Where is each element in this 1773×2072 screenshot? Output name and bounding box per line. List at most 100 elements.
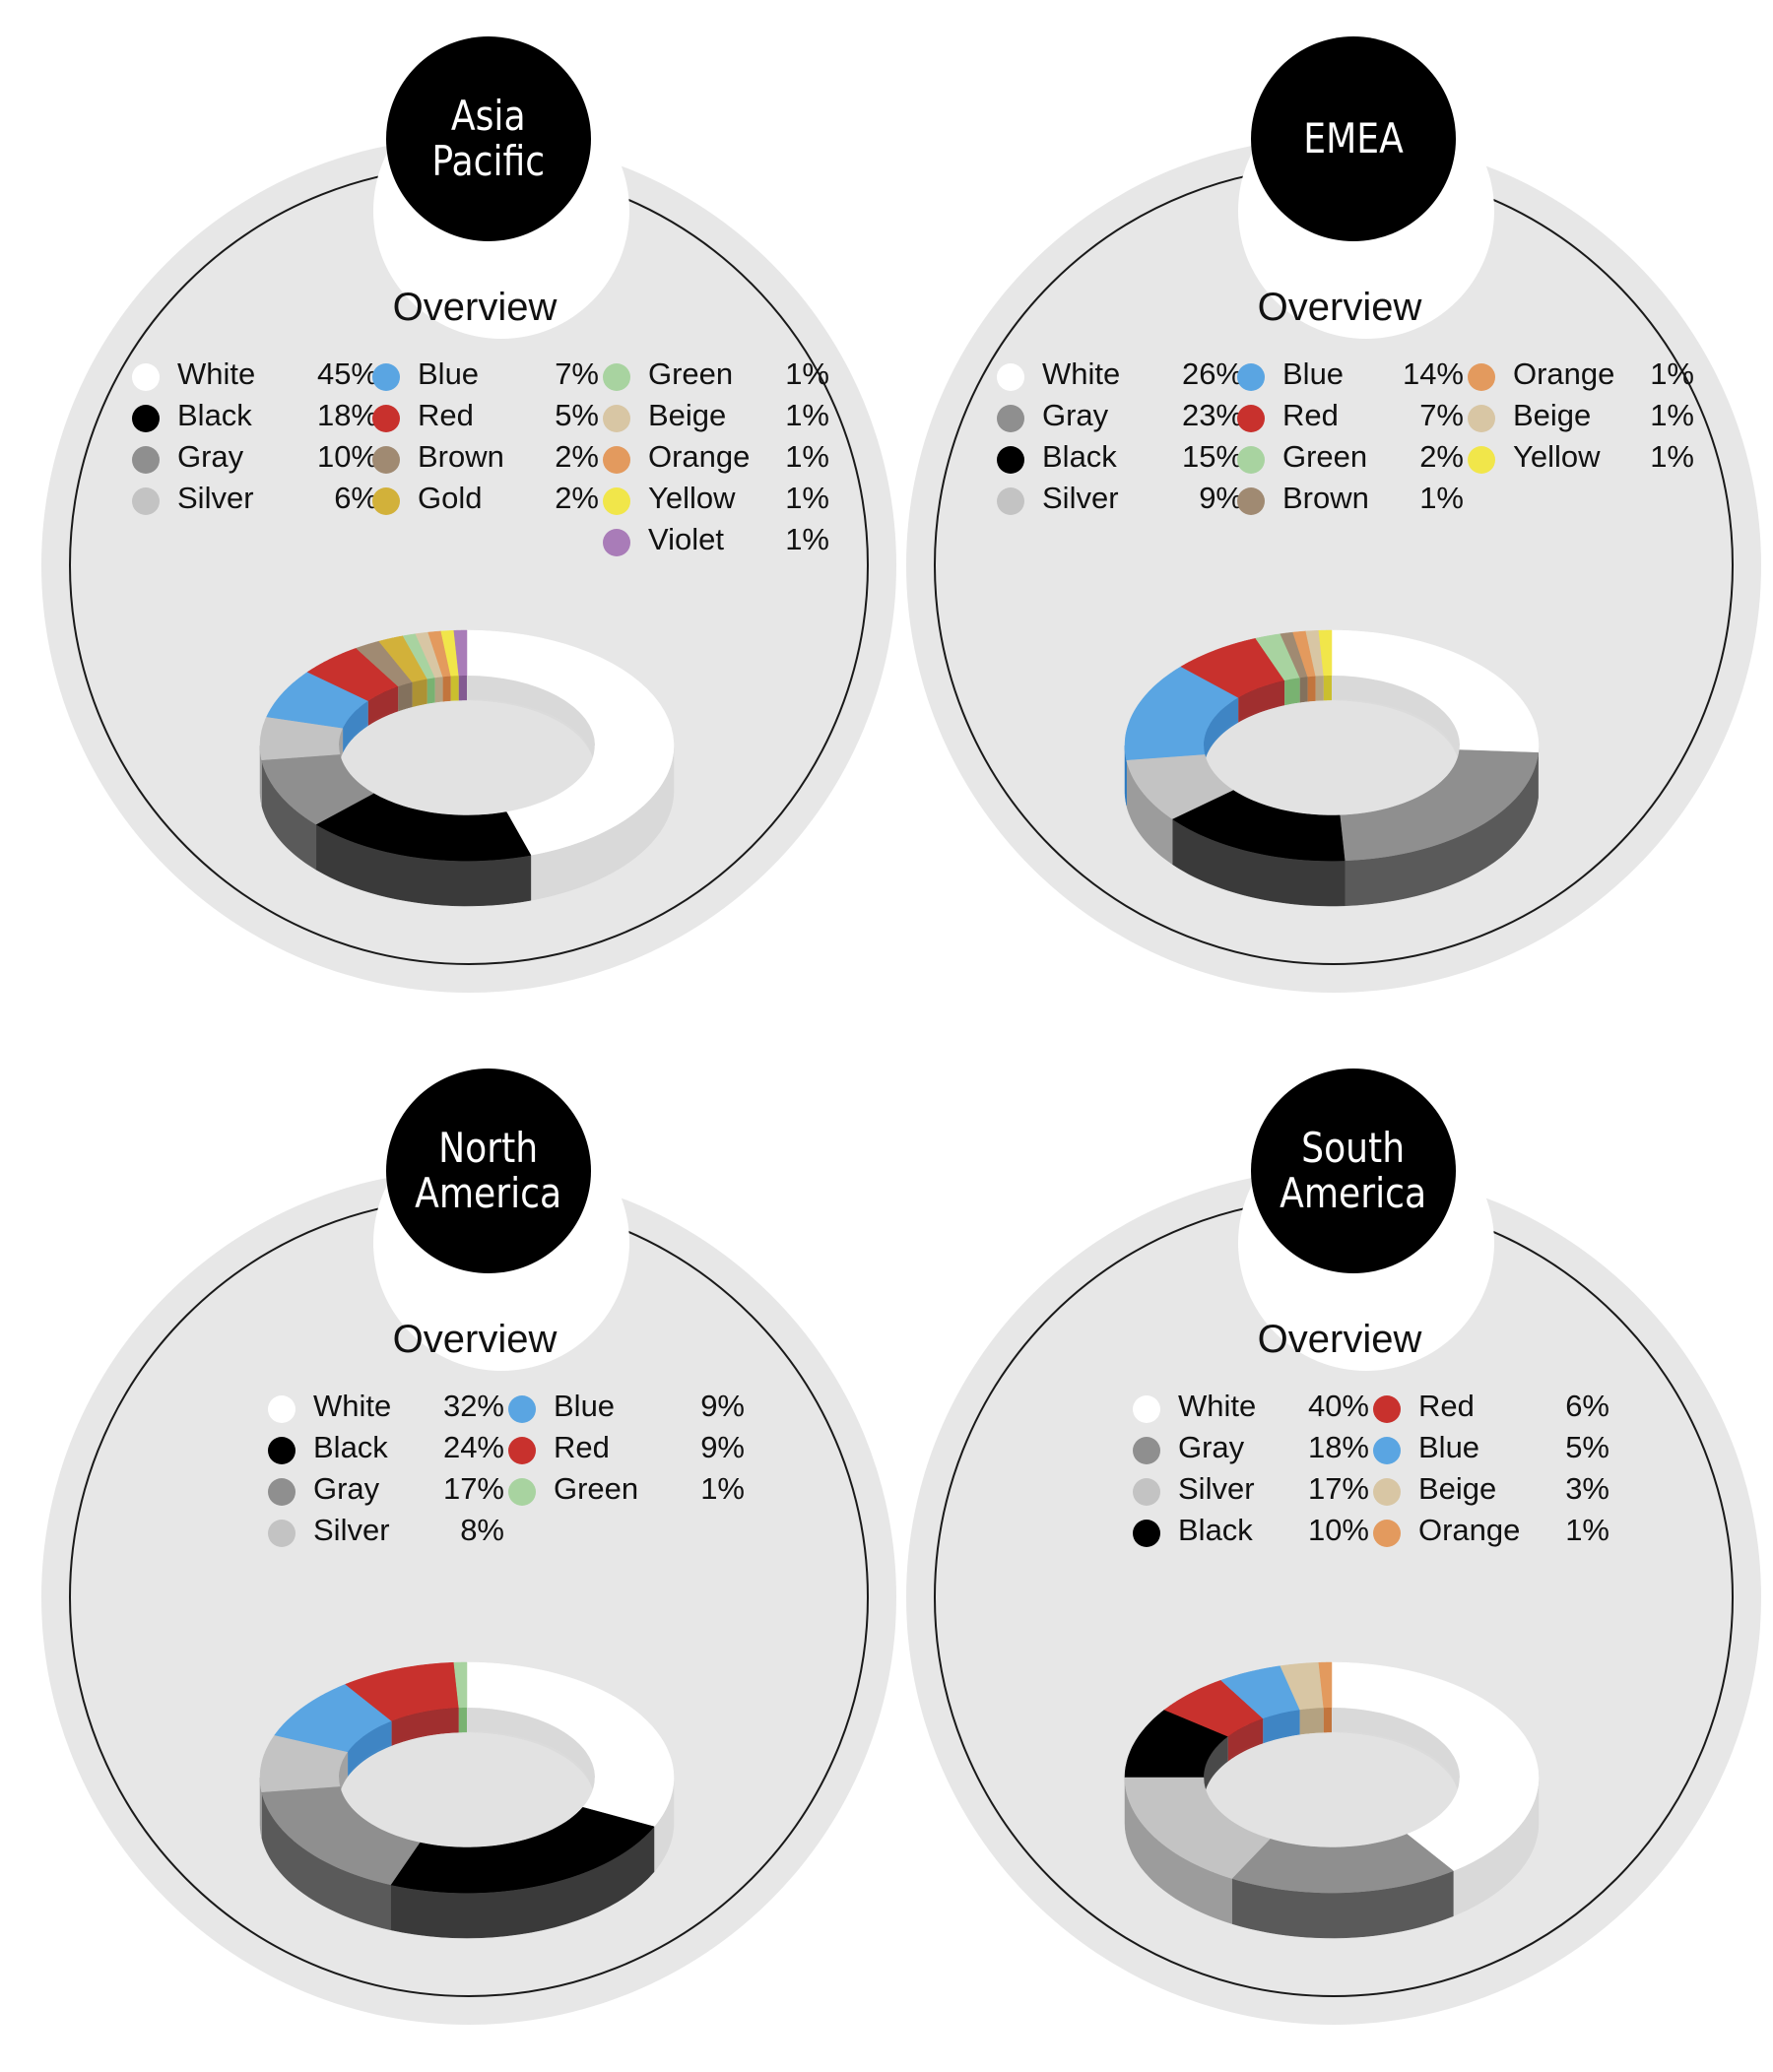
legend-label: Orange: [1418, 1513, 1521, 1547]
legend-label: Beige: [1418, 1471, 1497, 1506]
donut-inner-wall-red: [391, 1708, 459, 1746]
donut-inner-wall-violet: [458, 676, 467, 701]
region-badge: North America: [386, 1068, 591, 1273]
legend-value: 1%: [785, 481, 829, 515]
legend-swatch: [603, 405, 630, 432]
legend-label: Beige: [648, 398, 727, 432]
legend-swatch: [508, 1478, 536, 1506]
legend-label: Beige: [1513, 398, 1592, 432]
legend-value: 32%: [442, 1389, 504, 1423]
legend-swatch: [603, 529, 630, 556]
legend-swatch: [508, 1437, 536, 1464]
legend-label: White: [1042, 356, 1121, 391]
donut-inner-wall-white: [467, 1708, 595, 1803]
donut-inner-wall-yellow: [1323, 676, 1332, 701]
legend-swatch: [132, 446, 160, 474]
legend-label: Brown: [418, 439, 504, 474]
donut-inner-wall-blue: [348, 1720, 392, 1778]
legend-label: White: [313, 1389, 392, 1423]
donut-inner-wall-black: [1204, 1736, 1228, 1803]
legend-value: 18%: [316, 398, 378, 432]
donut-inner-wall-orange: [442, 676, 451, 702]
legend-label: Silver: [177, 481, 254, 515]
overview-heading: Overview: [1257, 286, 1422, 329]
legend-swatch: [372, 405, 400, 432]
legend-label: Gray: [177, 439, 244, 474]
legend-swatch: [997, 405, 1024, 432]
legend-swatch: [268, 1520, 296, 1547]
legend-value: 7%: [555, 356, 599, 391]
legend-value: 1%: [785, 522, 829, 556]
legend-value: 17%: [442, 1471, 504, 1506]
legend-swatch: [372, 363, 400, 391]
legend-value: 6%: [1565, 1389, 1609, 1423]
legend-value: 1%: [1650, 439, 1694, 474]
legend-label: Green: [554, 1471, 639, 1506]
legend-label: Blue: [1282, 356, 1345, 391]
legend-swatch: [1133, 1437, 1160, 1464]
legend-label: Red: [418, 398, 474, 432]
legend-swatch: [132, 487, 160, 515]
legend-value: 17%: [1307, 1471, 1369, 1506]
legend-label: Red: [554, 1430, 610, 1464]
donut-inner-wall-beige: [1299, 1708, 1324, 1735]
legend-value: 7%: [1419, 398, 1464, 432]
region-title: Asia Pacific: [431, 92, 546, 185]
legend-value: 1%: [1419, 481, 1464, 515]
legend-swatch: [372, 446, 400, 474]
legend-swatch: [1133, 1520, 1160, 1547]
donut-inner-wall-green: [427, 678, 435, 704]
donut-inner-wall-brown: [1299, 677, 1308, 703]
legend-label: White: [1178, 1389, 1257, 1423]
region-panel: Asia Pacific Overview White 45% Black 18% Gray…: [41, 0, 908, 993]
legend-swatch: [1133, 1478, 1160, 1506]
donut-inner-wall-red: [1238, 680, 1285, 723]
legend-label: Black: [313, 1430, 388, 1464]
donut-inner-wall-green: [458, 1708, 467, 1733]
legend-swatch: [268, 1395, 296, 1423]
legend-value: 2%: [555, 439, 599, 474]
donut-inner-wall-blue: [1204, 697, 1239, 771]
legend-swatch: [1237, 487, 1265, 515]
donut-inner-wall-blue: [343, 700, 368, 753]
legend-value: 14%: [1402, 356, 1464, 391]
donut-inner-wall-beige: [434, 677, 443, 703]
legend-value: 8%: [460, 1513, 504, 1547]
legend-value: 1%: [700, 1471, 745, 1506]
donut-slice-front-blue: [1124, 745, 1206, 760]
legend-swatch: [1373, 1520, 1401, 1547]
legend-label: Blue: [1418, 1430, 1480, 1464]
legend-label: Blue: [418, 356, 480, 391]
legend-value: 6%: [334, 481, 378, 515]
legend-swatch: [268, 1437, 296, 1464]
donut-chart: [1124, 1661, 1540, 1939]
legend-label: Black: [1042, 439, 1117, 474]
donut-slice-front-silver: [259, 1777, 341, 1792]
legend-swatch: [1468, 446, 1495, 474]
donut-chart: [1124, 629, 1540, 907]
legend-swatch: [1237, 405, 1265, 432]
donut-inner-wall-red: [367, 686, 399, 726]
donut-inner-wall-white: [1332, 676, 1460, 771]
legend-value: 5%: [1565, 1430, 1609, 1464]
legend-value: 15%: [1181, 439, 1243, 474]
legend-swatch: [1468, 363, 1495, 391]
donut-hole-inner: [1204, 700, 1460, 841]
legend-swatch: [1237, 446, 1265, 474]
legend-label: Brown: [1282, 481, 1369, 515]
legend-label: Yellow: [1513, 439, 1601, 474]
legend-label: Green: [1282, 439, 1368, 474]
legend-label: Yellow: [648, 481, 736, 515]
legend-value: 1%: [785, 356, 829, 391]
legend-label: Silver: [1042, 481, 1119, 515]
legend-swatch: [372, 487, 400, 515]
legend-label: Gray: [1042, 398, 1109, 432]
legend-swatch: [603, 363, 630, 391]
donut-inner-wall-white: [467, 676, 595, 771]
donut-chart: [259, 1661, 675, 1939]
donut-slice-front-silver: [1124, 1777, 1271, 1879]
donut-inner-wall-brown: [398, 681, 413, 712]
region-badge: EMEA: [1251, 36, 1456, 241]
legend-swatch: [132, 405, 160, 432]
legend-label: Gray: [313, 1471, 380, 1506]
